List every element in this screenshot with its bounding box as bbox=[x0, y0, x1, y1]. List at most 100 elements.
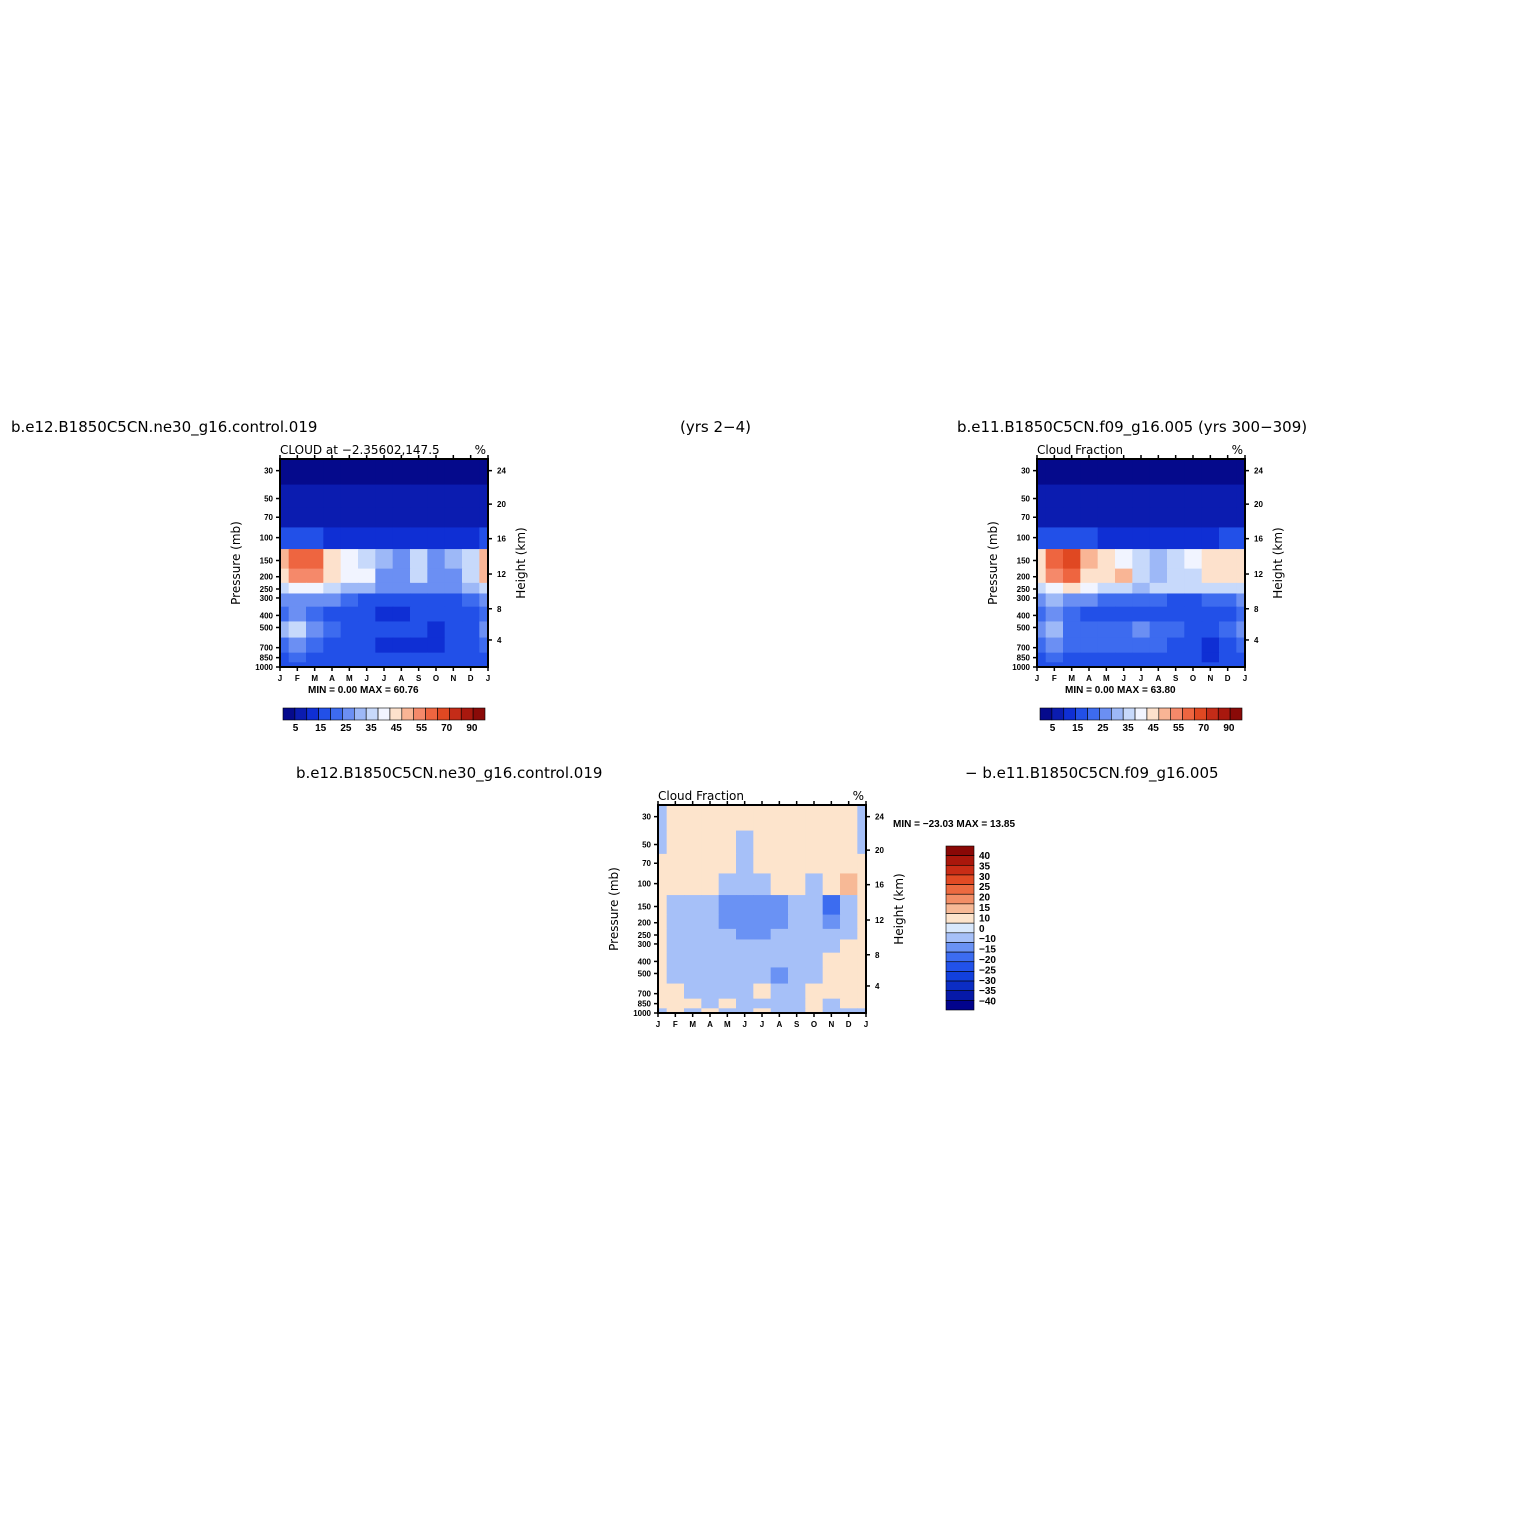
heatmap-cell bbox=[1045, 662, 1064, 668]
plot-title: CLOUD at −2.35602,147.5 bbox=[280, 443, 440, 457]
colorbar-swatch bbox=[365, 707, 379, 721]
heatmap-cell bbox=[1132, 507, 1151, 529]
heatmap-cell bbox=[736, 983, 754, 1000]
heatmap-cell bbox=[1236, 459, 1246, 486]
heatmap-cell bbox=[479, 484, 489, 509]
heatmap-cell bbox=[1184, 549, 1203, 570]
heatmap-cell bbox=[323, 582, 342, 595]
heatmap-cell bbox=[1115, 662, 1133, 668]
y-tick-right-label: 8 bbox=[875, 951, 880, 960]
heatmap-cell bbox=[1167, 484, 1185, 509]
y-tick-label: 250 bbox=[260, 585, 274, 594]
units-label: % bbox=[475, 443, 486, 457]
colorbar-label: 70 bbox=[1198, 723, 1210, 734]
colorbar-swatch bbox=[1087, 707, 1100, 721]
heatmap-cell bbox=[280, 459, 290, 486]
heatmap-cell bbox=[684, 939, 702, 954]
heatmap-cell bbox=[1236, 582, 1246, 595]
heatmap-cell bbox=[462, 582, 480, 595]
heatmap-cell bbox=[822, 895, 841, 916]
heatmap-cell bbox=[840, 873, 858, 896]
heatmap-cell bbox=[1149, 507, 1168, 529]
heatmap-cell bbox=[666, 895, 685, 916]
heatmap-cell bbox=[306, 459, 324, 486]
heatmap-cell bbox=[822, 983, 841, 1000]
x-tick-label: J bbox=[1121, 674, 1125, 683]
heatmap-cell bbox=[358, 568, 376, 584]
y-tick-label: 500 bbox=[260, 623, 274, 632]
heatmap-cell bbox=[410, 549, 428, 570]
heatmap-cell bbox=[288, 459, 307, 486]
heatmap-cell bbox=[701, 914, 720, 930]
heatmap-cell bbox=[666, 805, 685, 832]
colorbar-swatch bbox=[1122, 707, 1136, 721]
heatmap-cell bbox=[462, 507, 480, 529]
heatmap-cell bbox=[1097, 549, 1116, 570]
heatmap-cell bbox=[1097, 507, 1116, 529]
heatmap-cell bbox=[375, 568, 394, 584]
heatmap-cell bbox=[788, 853, 806, 875]
colorbar-swatch bbox=[425, 707, 438, 721]
heatmap-cell bbox=[340, 582, 359, 595]
heatmap-cell bbox=[840, 830, 858, 855]
heatmap-cell bbox=[1045, 527, 1064, 550]
heatmap-cell bbox=[306, 593, 324, 608]
heatmap-cell bbox=[323, 527, 342, 550]
heatmap-cell bbox=[1037, 582, 1047, 595]
heatmap-cell bbox=[1149, 484, 1168, 509]
chart-panel-2: Cloud Fraction % J F M A M J J A S O N D J 30 50 70 100 150… bbox=[986, 443, 1285, 734]
heatmap-cell bbox=[770, 952, 789, 969]
heatmap-cell bbox=[288, 568, 307, 584]
heatmap-cell bbox=[479, 582, 489, 595]
heatmap-cell bbox=[1167, 507, 1185, 529]
y-tick-right-label: 24 bbox=[497, 467, 506, 476]
heatmap-cell bbox=[358, 637, 376, 654]
heatmap-cell bbox=[857, 805, 867, 832]
heatmap-cell bbox=[1201, 593, 1220, 608]
heatmap-cell bbox=[1201, 637, 1220, 654]
colorbar-swatch bbox=[1051, 707, 1065, 721]
heatmap-cell bbox=[392, 459, 411, 486]
heatmap-cell bbox=[1045, 652, 1064, 663]
x-tick-label: J bbox=[1243, 674, 1247, 683]
heatmap-cell bbox=[358, 484, 376, 509]
heatmap-cell bbox=[1097, 593, 1116, 608]
colorbar-swatch bbox=[945, 961, 975, 972]
heatmap-cell bbox=[306, 582, 324, 595]
heatmap-cell bbox=[1045, 606, 1064, 623]
heatmap-cell bbox=[358, 507, 376, 529]
colorbar-swatch bbox=[353, 707, 367, 721]
heatmap-cell bbox=[788, 914, 806, 930]
heatmap-cell bbox=[701, 928, 720, 941]
heatmap-cell bbox=[788, 873, 806, 896]
heatmap-cell bbox=[444, 549, 463, 570]
heatmap-cell bbox=[1080, 507, 1099, 529]
colorbar-swatch bbox=[945, 893, 975, 905]
heatmap-cell bbox=[306, 527, 324, 550]
colorbar-swatch bbox=[945, 951, 975, 963]
heatmap-cell bbox=[288, 507, 307, 529]
x-tick-label: J bbox=[760, 1020, 764, 1029]
heatmap-cell bbox=[340, 549, 359, 570]
heatmap-cell bbox=[1037, 637, 1047, 654]
heatmap-cell bbox=[306, 652, 324, 663]
heatmap-cell bbox=[1149, 549, 1168, 570]
heatmap-cell bbox=[684, 928, 702, 941]
colorbar-label: 10 bbox=[979, 913, 991, 924]
plot-title: Cloud Fraction bbox=[658, 789, 744, 803]
heatmap-cell bbox=[770, 895, 789, 916]
heatmap-cell bbox=[840, 895, 858, 916]
heatmap-cell bbox=[1201, 652, 1220, 663]
heatmap-cell bbox=[479, 621, 489, 639]
colorbar-label: 20 bbox=[979, 893, 991, 904]
colorbar-label: 55 bbox=[416, 723, 428, 734]
heatmap-cell bbox=[288, 484, 307, 509]
heatmap-cell bbox=[736, 914, 754, 930]
colorbar-swatch bbox=[472, 707, 486, 721]
y-axis-right-label: Height (km) bbox=[892, 873, 906, 944]
heatmap-cell bbox=[410, 582, 428, 595]
colorbar-swatch bbox=[413, 707, 426, 721]
heatmap-cell bbox=[392, 621, 411, 639]
y-tick-right-label: 20 bbox=[497, 500, 506, 509]
